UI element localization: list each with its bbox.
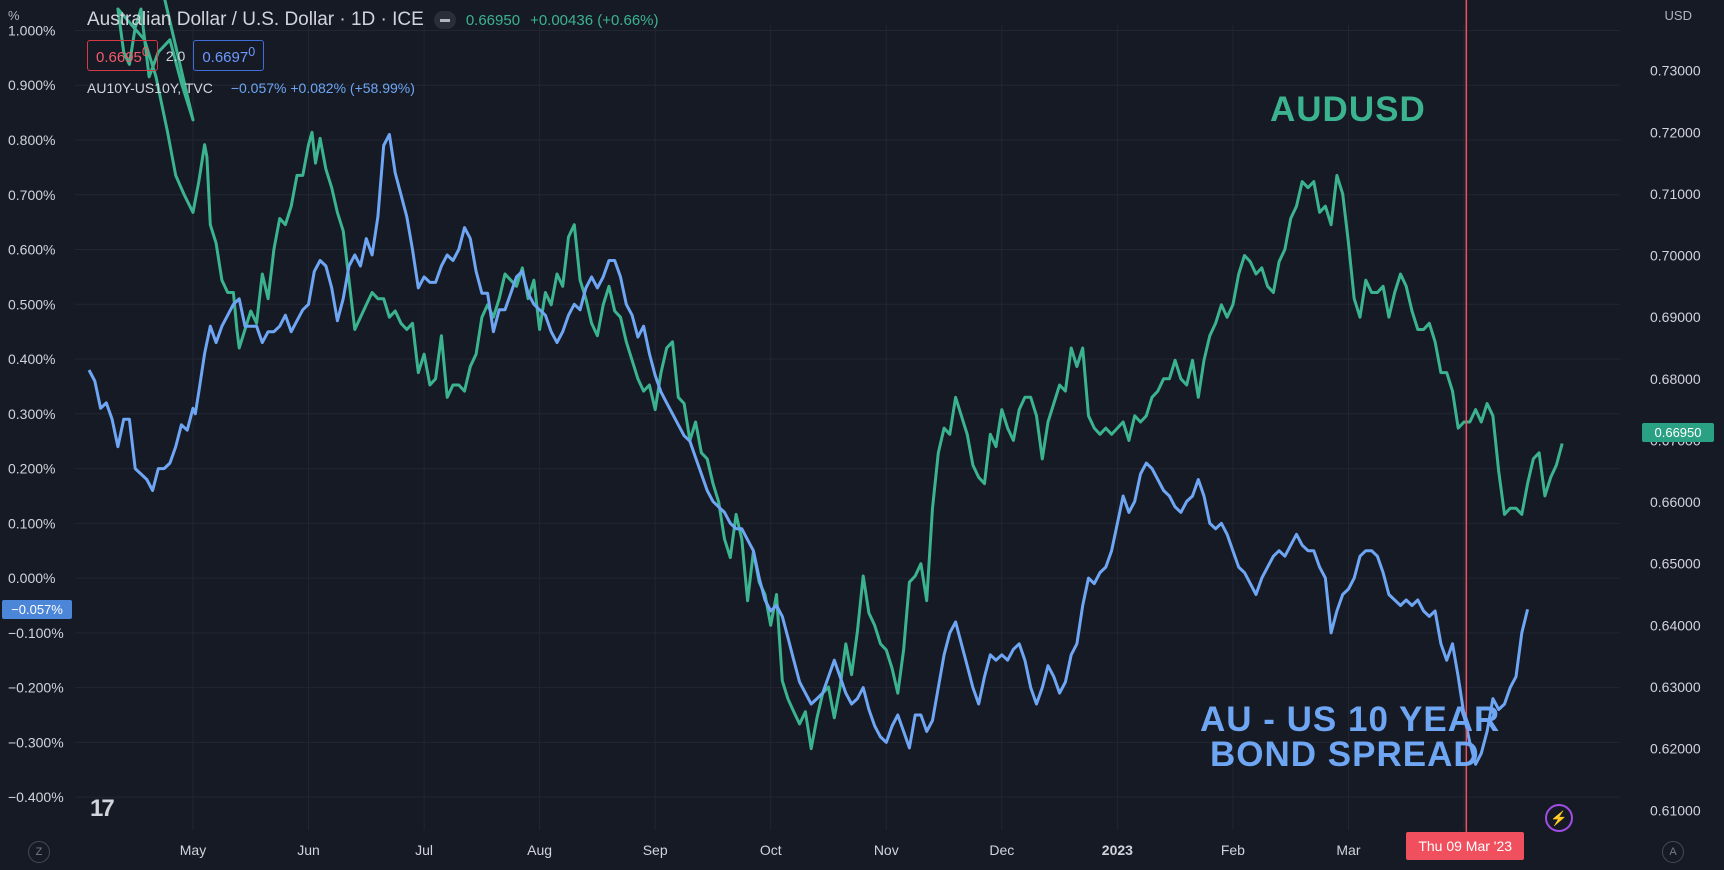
left-tick-label: 0.600% [8,242,55,258]
right-tick-label: 0.73000 [1650,63,1701,79]
buy-price-pip: 0 [248,45,256,59]
symbol-header: Australian Dollar / U.S. Dollar · 1D · I… [87,6,659,34]
right-tick-label: 0.69000 [1650,309,1701,325]
x-tick-label: 2023 [1102,842,1133,858]
left-tick-label: 0.100% [8,515,55,531]
left-tick-label: 0.000% [8,570,55,586]
last-price: 0.66950 [465,11,521,29]
x-tick-label: Nov [874,842,899,858]
currency-selector[interactable]: USD [1664,8,1692,23]
spread-annotation-line2: BOND SPREAD [1210,735,1480,774]
left-tick-label: 0.400% [8,351,55,367]
right-tick-label: 0.71000 [1650,186,1701,202]
left-tick-label: 0.300% [8,406,55,422]
overlay-symbol[interactable]: AU10Y-US10Y, TVC [87,80,213,96]
spread-line [87,133,1530,766]
left-scale-toggle[interactable]: Z [28,841,50,863]
series-lines [87,0,1564,832]
x-tick-label: Oct [760,842,782,858]
x-tick-label: Jun [297,842,320,858]
overlay-values: −0.057% +0.082% (+58.99%) [230,80,415,96]
x-tick-label: Sep [643,842,668,858]
right-tick-label: 0.64000 [1650,617,1701,633]
overlay-legend: AU10Y-US10Y, TVC −0.057% +0.082% (+58.99… [87,80,415,96]
left-tick-label: −0.200% [8,680,64,696]
axes: 1.000% 0.900% 0.800% 0.700% 0.600% 0.500% 0.40… [8,22,1701,858]
spread-value: 2.0 [165,47,186,64]
right-tick-label: 0.68000 [1650,371,1701,387]
left-tick-label: 0.800% [8,132,55,148]
buy-price: 0.6697 [202,49,249,66]
symbol-title[interactable]: Australian Dollar / U.S. Dollar · 1D · I… [87,9,424,30]
usd-price-tag: 0.66950 [1642,423,1714,442]
left-tick-label: 0.900% [8,77,55,93]
lightning-icon[interactable]: ⚡ [1545,804,1573,832]
right-tick-label: 0.66000 [1650,494,1701,510]
left-tick-label: 0.700% [8,187,55,203]
right-tick-label: 0.65000 [1650,556,1701,572]
left-tick-label: −0.400% [8,789,64,805]
price-change: +0.00436 (+0.66%) [530,11,659,29]
left-tick-label: 1.000% [8,22,55,38]
left-axis-unit: % [8,8,20,23]
buy-button[interactable]: 0.66970 [193,40,265,71]
x-tick-label: Dec [989,842,1014,858]
left-tick-label: 0.500% [8,296,55,312]
collapse-toggle-icon[interactable] [433,11,456,29]
x-tick-label: Mar [1336,842,1360,858]
spread-price-tag: −0.057% [2,600,72,619]
spread-annotation-line1: AU - US 10 YEAR [1200,700,1501,739]
audusd-annotation: AUDUSD [1270,90,1426,129]
x-tick-label: May [180,842,206,858]
sell-button[interactable]: 0.66950 [87,40,158,71]
sell-price: 0.6695 [96,49,142,66]
x-tick-label: Aug [527,842,552,858]
trade-buttons: 0.66950 2.0 0.66970 [87,40,265,71]
sell-price-pip: 0 [141,45,149,59]
right-tick-label: 0.63000 [1650,679,1701,695]
right-tick-label: 0.62000 [1650,741,1701,757]
auto-scale-toggle[interactable]: A [1662,841,1684,863]
x-tick-label: Jul [415,842,433,858]
right-tick-label: 0.70000 [1650,248,1701,264]
right-tick-label: 0.72000 [1650,124,1701,140]
right-tick-label: 0.61000 [1650,802,1701,818]
left-tick-label: 0.200% [8,461,55,477]
x-tick-label: Feb [1221,842,1245,858]
left-tick-label: −0.100% [8,625,64,641]
crosshair-date-tag: Thu 09 Mar '23 [1406,832,1525,860]
grid-lines [75,25,1620,830]
tradingview-logo-icon[interactable]: 17 [90,795,115,822]
left-tick-label: −0.300% [8,734,64,750]
